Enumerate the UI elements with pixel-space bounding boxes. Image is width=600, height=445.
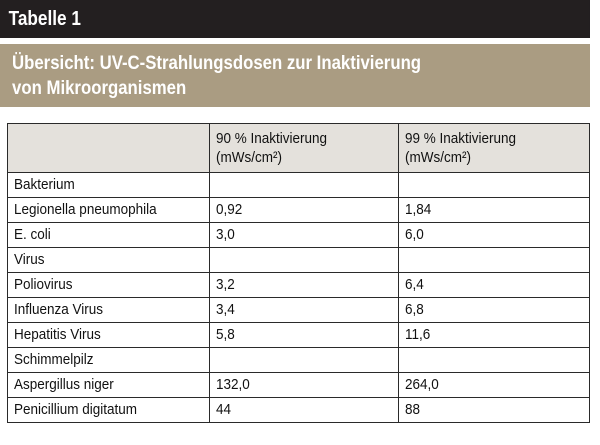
header-line-2: (mWs/cm²) [216, 149, 282, 166]
organism-cell: E. coli [7, 222, 210, 248]
dose-90-cell-text: 3,0 [216, 226, 235, 243]
organism-cell-text: Legionella pneumophila [14, 201, 157, 218]
organism-cell-text: Virus [14, 251, 45, 268]
dose-90-cell: 44 [209, 397, 399, 423]
dose-99-cell: 6,0 [398, 222, 590, 248]
dose-90-cell: 5,8 [209, 322, 399, 348]
dose-90-cell: 3,0 [209, 222, 399, 248]
dose-90-cell [209, 347, 399, 373]
dose-99-cell: 88 [398, 397, 590, 423]
table-row: Hepatitis Virus 5,8 11,6 [7, 322, 590, 348]
dose-90-cell [209, 172, 399, 198]
header-cell-organism [7, 123, 210, 173]
dose-99-cell-text: 88 [405, 401, 421, 418]
table-row: Legionella pneumophila 0,92 1,84 [7, 197, 590, 223]
table-row: E. coli 3,0 6,0 [7, 222, 590, 248]
header-line-1: 90 % Inaktivierung [216, 130, 328, 147]
dose-90-cell-text: 3,4 [216, 301, 235, 318]
header-cell-99: 99 % Inaktivierung (mWs/cm²) [398, 123, 590, 173]
dose-90-cell: 3,4 [209, 297, 399, 323]
organism-cell-text: Influenza Virus [14, 301, 104, 318]
dose-99-cell-text: 6,4 [405, 276, 424, 293]
organism-cell: Hepatitis Virus [7, 322, 210, 348]
organism-cell: Influenza Virus [7, 297, 210, 323]
table-caption: Übersicht: UV-C-Strahlungsdosen zur Inak… [12, 51, 562, 101]
caption-line-2: von Mikroorganismen [12, 77, 187, 99]
table-row: Poliovirus 3,2 6,4 [7, 272, 590, 298]
table-body: Bakterium Legionella pneumophila 0,92 1,84 E… [7, 172, 590, 423]
organism-cell-text: Hepatitis Virus [14, 326, 101, 343]
dose-99-cell-text: 1,84 [405, 201, 432, 218]
organism-cell-text: Schimmelpilz [14, 351, 94, 368]
dose-99-cell-text: 6,8 [405, 301, 424, 318]
organism-cell-text: E. coli [14, 226, 51, 243]
dose-90-cell [209, 247, 399, 273]
organism-cell-text: Penicillium digitatum [14, 401, 138, 418]
header-line-2: (mWs/cm²) [405, 149, 471, 166]
dose-90-cell-text: 3,2 [216, 276, 235, 293]
dose-table: 90 % Inaktivierung (mWs/cm²) 99 % Inakti… [7, 123, 590, 423]
organism-cell-text: Poliovirus [14, 276, 73, 293]
organism-cell: Penicillium digitatum [7, 397, 210, 423]
dose-99-cell: 264,0 [398, 372, 590, 398]
dose-90-cell: 3,2 [209, 272, 399, 298]
dose-90-cell-text: 44 [216, 401, 232, 418]
dose-99-cell: 6,8 [398, 297, 590, 323]
organism-cell: Schimmelpilz [7, 347, 210, 373]
header-line-1: 99 % Inaktivierung [405, 130, 517, 147]
dose-90-cell: 0,92 [209, 197, 399, 223]
dose-99-cell [398, 172, 590, 198]
organism-cell-text: Bakterium [14, 176, 75, 193]
organism-cell: Poliovirus [7, 272, 210, 298]
organism-cell: Legionella pneumophila [7, 197, 210, 223]
dose-90-cell: 132,0 [209, 372, 399, 398]
category-row: Virus [7, 247, 590, 273]
dose-90-cell-text: 132,0 [216, 376, 250, 393]
organism-cell: Virus [7, 247, 210, 273]
table-label-bar: Tabelle 1 [0, 0, 590, 38]
dose-99-cell-text: 11,6 [405, 326, 431, 343]
dose-90-cell-text: 0,92 [216, 201, 243, 218]
header-cell-90: 90 % Inaktivierung (mWs/cm²) [209, 123, 399, 173]
category-row: Bakterium [7, 172, 590, 198]
dose-99-cell [398, 347, 590, 373]
caption-line-1: Übersicht: UV-C-Strahlungsdosen zur Inak… [12, 52, 422, 74]
dose-99-cell [398, 247, 590, 273]
dose-99-cell: 11,6 [398, 322, 590, 348]
organism-cell-text: Aspergillus niger [14, 376, 114, 393]
category-row: Schimmelpilz [7, 347, 590, 373]
dose-99-cell-text: 6,0 [405, 226, 424, 243]
table-row: Penicillium digitatum 44 88 [7, 397, 590, 423]
organism-cell: Bakterium [7, 172, 210, 198]
dose-99-cell: 6,4 [398, 272, 590, 298]
table-header-row: 90 % Inaktivierung (mWs/cm²) 99 % Inakti… [7, 123, 590, 173]
table-row: Aspergillus niger 132,0 264,0 [7, 372, 590, 398]
table-label: Tabelle 1 [0, 0, 590, 38]
dose-99-cell: 1,84 [398, 197, 590, 223]
organism-cell: Aspergillus niger [7, 372, 210, 398]
table-row: Influenza Virus 3,4 6,8 [7, 297, 590, 323]
caption-bar: Übersicht: UV-C-Strahlungsdosen zur Inak… [0, 44, 590, 107]
dose-99-cell-text: 264,0 [405, 376, 439, 393]
dose-90-cell-text: 5,8 [216, 326, 235, 343]
